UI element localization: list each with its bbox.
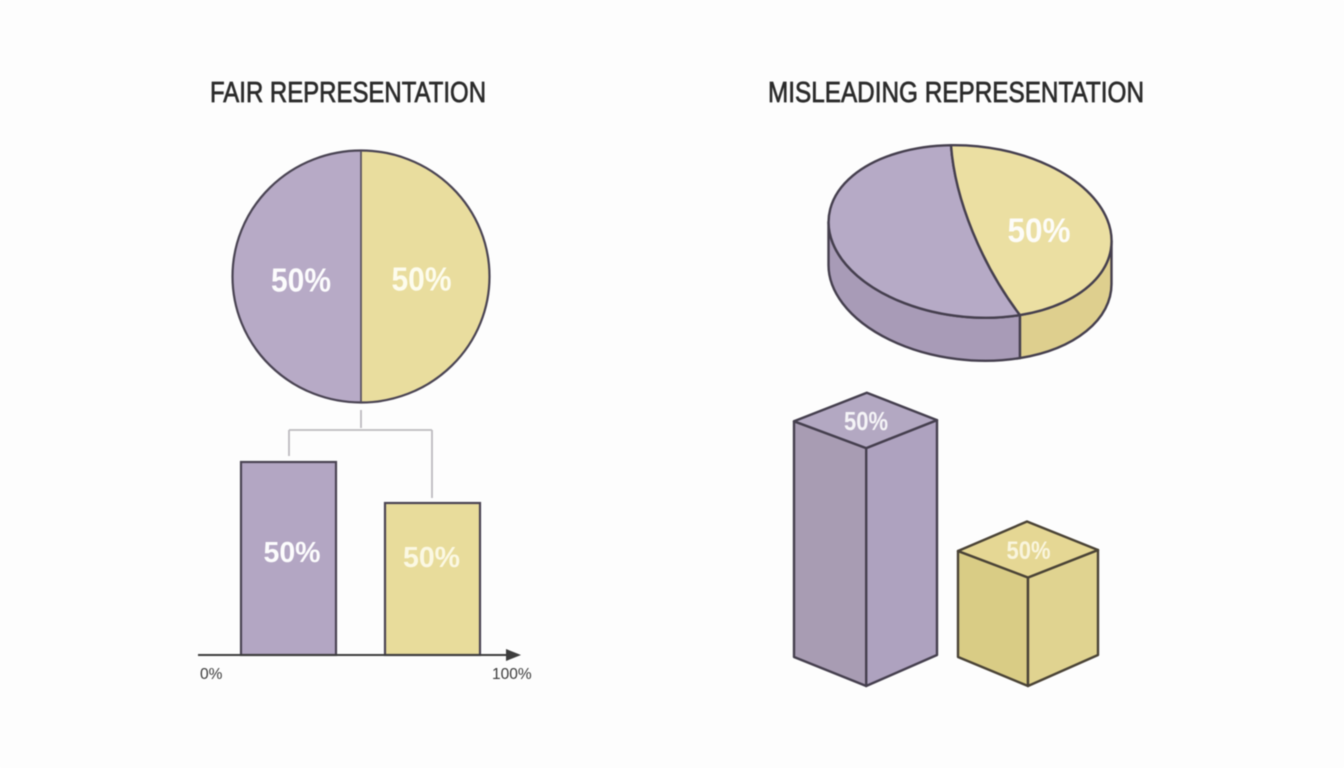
svg-text:50%: 50%	[392, 261, 452, 298]
svg-text:100%: 100%	[492, 666, 532, 683]
svg-text:50%: 50%	[263, 537, 320, 569]
svg-text:50%: 50%	[1007, 537, 1051, 565]
svg-text:FAIR REPRESENTATION: FAIR REPRESENTATION	[210, 77, 486, 109]
svg-text:50%: 50%	[844, 406, 888, 436]
svg-text:MISLEADING REPRESENTATION: MISLEADING REPRESENTATION	[768, 77, 1144, 109]
svg-text:50%: 50%	[1008, 212, 1071, 250]
svg-text:50%: 50%	[403, 542, 460, 574]
svg-text:50%: 50%	[271, 262, 331, 299]
svg-text:0%: 0%	[200, 666, 223, 683]
